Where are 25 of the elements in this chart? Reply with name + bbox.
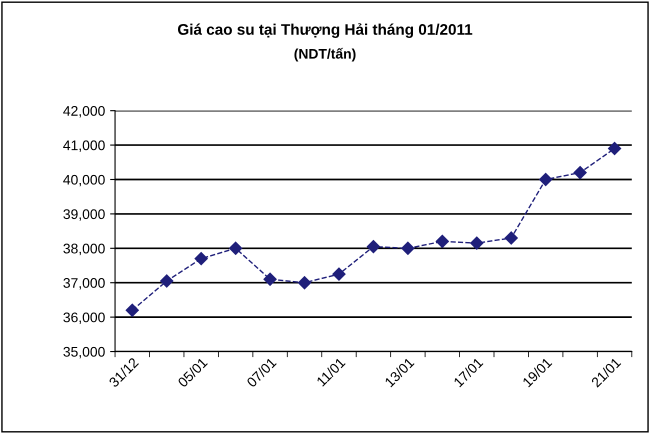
point (229, 242, 242, 255)
y-tick-label: 39,000 (63, 209, 105, 221)
point (194, 252, 208, 266)
point (470, 236, 484, 250)
y-tick-label: 41,000 (63, 140, 105, 152)
point (366, 240, 380, 254)
y-tick-label: 36,000 (63, 312, 105, 324)
point (504, 231, 518, 245)
point (539, 172, 552, 186)
point (401, 242, 414, 255)
chart-title: Giá cao su tại Thượng Hải tháng 01/2011 (178, 23, 472, 38)
point (332, 268, 346, 281)
y-tick-label: 37,000 (63, 278, 105, 290)
point (574, 166, 587, 180)
chart-subtitle: (NDT/tấn) (294, 48, 356, 62)
y-tick-label: 35,000 (63, 346, 105, 358)
point (436, 234, 449, 248)
point (160, 274, 174, 288)
y-tick-label: 38,000 (63, 244, 105, 256)
point (298, 276, 312, 290)
point (263, 272, 277, 286)
y-tick-label: 40,000 (63, 174, 105, 186)
point (608, 142, 622, 156)
y-tick-label: 42,000 (63, 106, 105, 118)
point (126, 304, 139, 317)
